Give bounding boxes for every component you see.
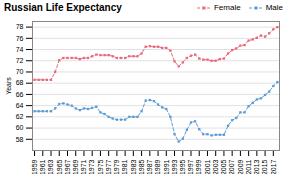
html-text:Russian Life Expectancy: Russian Life Expectancy bbox=[4, 2, 122, 13]
svg-text:78: 78 bbox=[16, 23, 24, 30]
html-text:Male: Male bbox=[265, 3, 283, 12]
svg-text:1985: 1985 bbox=[138, 159, 145, 174]
svg-text:1973: 1973 bbox=[88, 159, 95, 174]
svg-text:64: 64 bbox=[16, 102, 24, 109]
svg-text:2001: 2001 bbox=[204, 159, 211, 174]
svg-text:1977: 1977 bbox=[105, 159, 112, 174]
svg-text:1975: 1975 bbox=[97, 159, 104, 174]
svg-text:1959: 1959 bbox=[31, 159, 38, 174]
svg-text:1983: 1983 bbox=[130, 159, 137, 174]
svg-text:2017: 2017 bbox=[270, 159, 277, 174]
svg-text:1971: 1971 bbox=[80, 159, 87, 174]
svg-text:2003: 2003 bbox=[212, 159, 219, 174]
svg-text:1961: 1961 bbox=[39, 159, 46, 174]
svg-text:1979: 1979 bbox=[113, 159, 120, 174]
svg-text:1965: 1965 bbox=[55, 159, 62, 174]
html-text:Female: Female bbox=[214, 3, 241, 12]
svg-text:60: 60 bbox=[16, 124, 24, 131]
svg-text:68: 68 bbox=[16, 79, 24, 86]
svg-text:1997: 1997 bbox=[187, 159, 194, 174]
svg-text:2011: 2011 bbox=[245, 159, 252, 174]
svg-text:72: 72 bbox=[16, 57, 24, 64]
svg-text:1993: 1993 bbox=[171, 159, 178, 174]
svg-text:2009: 2009 bbox=[237, 159, 244, 174]
svg-text:2007: 2007 bbox=[228, 159, 235, 174]
svg-text:1991: 1991 bbox=[163, 159, 170, 174]
svg-text:70: 70 bbox=[16, 68, 24, 75]
svg-text:1999: 1999 bbox=[195, 159, 202, 174]
svg-text:1989: 1989 bbox=[154, 159, 161, 174]
svg-text:Years: Years bbox=[5, 77, 12, 95]
svg-text:74: 74 bbox=[16, 46, 24, 53]
svg-text:1963: 1963 bbox=[47, 159, 54, 174]
svg-text:1967: 1967 bbox=[64, 159, 71, 174]
svg-text:1969: 1969 bbox=[72, 159, 79, 174]
svg-text:62: 62 bbox=[16, 113, 24, 120]
svg-text:1981: 1981 bbox=[121, 159, 128, 174]
svg-text:58: 58 bbox=[16, 136, 24, 143]
svg-text:1995: 1995 bbox=[179, 159, 186, 174]
svg-text:66: 66 bbox=[16, 91, 24, 98]
svg-text:2005: 2005 bbox=[220, 159, 227, 174]
svg-text:76: 76 bbox=[16, 35, 24, 42]
svg-text:2015: 2015 bbox=[261, 159, 268, 174]
svg-text:1987: 1987 bbox=[146, 159, 153, 174]
svg-text:2013: 2013 bbox=[253, 159, 260, 174]
